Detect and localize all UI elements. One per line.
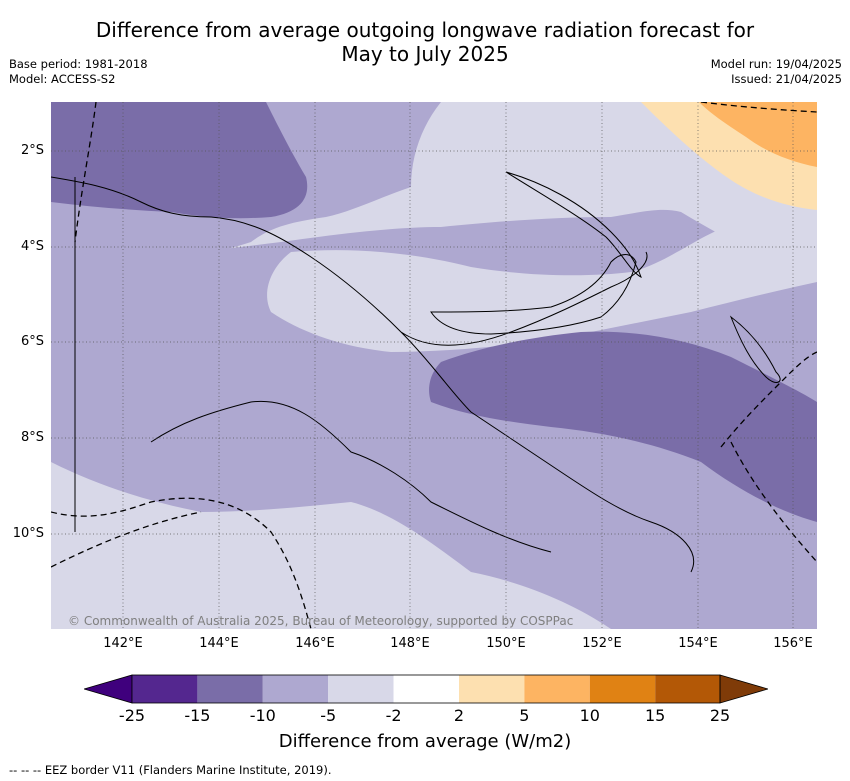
copyright-notice: © Commonwealth of Australia 2025, Bureau… xyxy=(68,614,574,628)
colorbar-tick: -25 xyxy=(118,706,146,725)
model-run: Model run: 19/04/2025 xyxy=(710,57,842,71)
lon-tick-156e: 156°E xyxy=(773,636,813,651)
colorbar-segment xyxy=(459,675,525,703)
graticule xyxy=(51,102,817,629)
lon-tick-142e: 142°E xyxy=(103,636,143,651)
lon-tick-152e: 152°E xyxy=(582,636,622,651)
colorbar-tick: 10 xyxy=(579,706,600,725)
base-period: Base period: 1981-2018 xyxy=(9,57,148,71)
colorbar-segment xyxy=(197,675,263,703)
coastline-new-ireland xyxy=(505,171,642,278)
band-light-bismarck xyxy=(267,214,817,352)
band-positive-mid xyxy=(699,102,817,167)
lat-tick-2s: 2°S xyxy=(20,143,44,158)
colorbar-tick: -15 xyxy=(184,706,211,725)
colorbar-extend-high xyxy=(719,674,768,704)
colorbar-tick: -5 xyxy=(320,706,337,725)
band-dark-northwest xyxy=(51,102,308,219)
colorbar-tick: 5 xyxy=(519,706,530,725)
lat-tick-10s: 10°S xyxy=(12,526,44,541)
model-name: Model: ACCESS-S2 xyxy=(9,72,116,86)
title-line-2: May to July 2025 xyxy=(341,42,509,66)
colorbar-extend-low xyxy=(84,674,133,704)
colorbar-tick: -2 xyxy=(385,706,402,725)
band-dark-east xyxy=(429,331,817,522)
colorbar-segment xyxy=(393,675,459,703)
colorbar-segment xyxy=(655,675,720,703)
eez-note: -- -- -- EEZ border V11 (Flanders Marine… xyxy=(9,763,332,777)
colorbar-segment xyxy=(589,675,656,703)
anomaly-map xyxy=(51,102,817,629)
meta-right: Model run: 19/04/2025 Issued: 21/04/2025 xyxy=(711,57,842,87)
colorbar xyxy=(84,674,768,704)
map-title: Difference from average outgoing longwav… xyxy=(0,18,850,66)
colorbar-segment xyxy=(132,675,198,703)
lat-tick-8s: 8°S xyxy=(20,430,44,445)
coastline-bougainville xyxy=(729,315,781,383)
colorbar-segment xyxy=(328,675,394,703)
colorbar-label: Difference from average (W/m2) xyxy=(278,731,572,752)
lon-tick-154e: 154°E xyxy=(678,636,718,651)
meta-left: Base period: 1981-2018 Model: ACCESS-S2 xyxy=(9,57,148,87)
title-line-1: Difference from average outgoing longwav… xyxy=(95,18,755,42)
issued-date: Issued: 21/04/2025 xyxy=(731,72,842,86)
colorbar-segment xyxy=(524,675,590,703)
lon-tick-146e: 146°E xyxy=(295,636,335,651)
lon-tick-148e: 148°E xyxy=(390,636,430,651)
lat-tick-6s: 6°S xyxy=(20,334,44,349)
coastline-new-britain xyxy=(430,254,637,335)
lon-tick-144e: 144°E xyxy=(199,636,239,651)
lat-tick-4s: 4°S xyxy=(20,239,44,254)
colorbar-tick: 25 xyxy=(709,706,731,725)
lon-tick-150e: 150°E xyxy=(486,636,526,651)
eez-border xyxy=(51,102,817,629)
colorbar-tick: 2 xyxy=(453,706,465,725)
colorbar-outline xyxy=(131,674,721,704)
colorbar-segment xyxy=(262,675,329,703)
colorbar-tick: 15 xyxy=(645,706,666,725)
colorbar-tick: -10 xyxy=(249,706,276,725)
